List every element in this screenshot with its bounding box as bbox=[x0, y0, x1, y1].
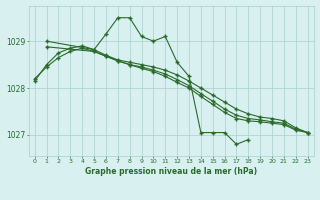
X-axis label: Graphe pression niveau de la mer (hPa): Graphe pression niveau de la mer (hPa) bbox=[85, 167, 257, 176]
